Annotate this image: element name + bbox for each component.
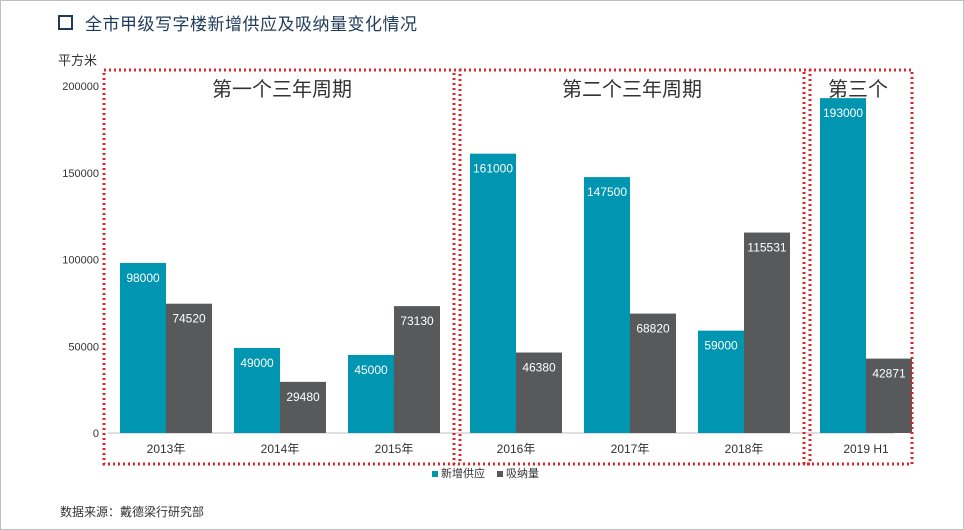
x-tick-label: 2017年	[611, 442, 650, 456]
bar-supply	[470, 153, 516, 434]
data-label-supply: 45000	[354, 363, 388, 377]
data-source: 数据来源：戴德梁行研究部	[60, 505, 205, 519]
data-label-supply: 49000	[240, 356, 274, 370]
chart-title: 全市甲级写字楼新增供应及吸纳量变化情况	[85, 14, 418, 34]
legend-swatch-absorption	[497, 471, 503, 477]
y-tick-label: 200000	[62, 81, 99, 93]
x-tick-label: 2018年	[725, 442, 764, 456]
data-label-supply: 98000	[126, 271, 160, 285]
bar-absorption	[280, 381, 326, 433]
data-label-absorption: 46380	[522, 361, 556, 375]
bar-supply	[120, 262, 166, 433]
x-tick-label: 2019 H1	[843, 442, 889, 456]
data-label-supply: 59000	[704, 339, 738, 353]
period-label: 第二个三年周期	[562, 78, 702, 101]
legend-label-supply: 新增供应	[441, 466, 485, 480]
bar-absorption	[394, 306, 440, 433]
legend-swatch-supply	[432, 471, 438, 477]
bar-supply	[820, 98, 866, 434]
y-tick-label: 50000	[68, 341, 99, 353]
y-tick-label: 100000	[62, 255, 99, 267]
y-axis-unit: 平方米	[58, 53, 98, 68]
data-label-absorption: 74520	[172, 312, 206, 326]
bar-supply	[234, 347, 280, 433]
data-label-supply: 161000	[473, 162, 513, 176]
data-label-supply: 147500	[587, 185, 627, 199]
data-label-absorption: 115531	[747, 241, 786, 255]
square-bullet-icon	[58, 14, 73, 30]
bar-supply	[584, 177, 630, 433]
period-label: 第一个三年周期	[212, 78, 352, 101]
title-row: 全市甲级写字楼新增供应及吸纳量变化情况	[58, 11, 418, 34]
bar-absorption	[166, 303, 212, 433]
y-tick-label: 0	[93, 428, 99, 440]
bar-absorption	[744, 232, 790, 433]
bar-supply	[348, 354, 394, 433]
y-tick-label: 150000	[62, 168, 99, 180]
data-label-supply: 193000	[823, 106, 863, 120]
bar-absorption	[630, 313, 676, 433]
x-tick-label: 2016年	[497, 442, 536, 456]
x-tick-label: 2014年	[261, 442, 300, 456]
x-tick-label: 2013年	[147, 442, 186, 456]
data-label-absorption: 73130	[400, 314, 434, 328]
bar-absorption	[866, 358, 912, 433]
x-tick-label: 2015年	[375, 442, 414, 456]
data-label-absorption: 29480	[286, 390, 320, 404]
data-label-absorption: 68820	[636, 322, 670, 336]
legend-label-absorption: 吸纳量	[506, 467, 539, 480]
period-label: 第三个	[828, 78, 888, 101]
bar-absorption	[516, 352, 562, 433]
data-label-absorption: 42871	[872, 367, 906, 381]
bar-supply	[698, 330, 744, 433]
period-box	[802, 68, 914, 466]
